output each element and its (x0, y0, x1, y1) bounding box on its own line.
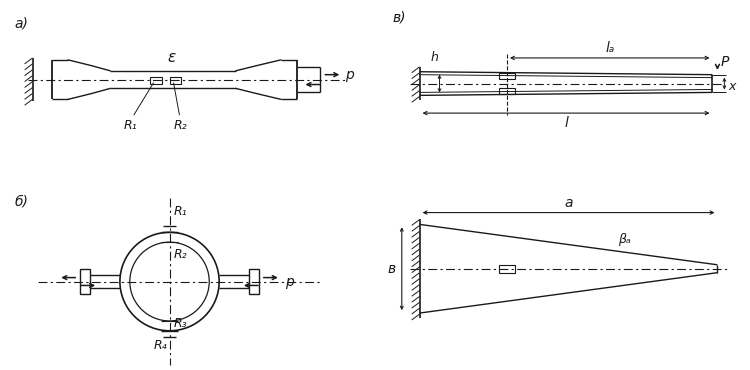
Text: lₐ: lₐ (605, 41, 614, 55)
Text: R₂: R₂ (173, 119, 188, 132)
Bar (150, 77, 161, 84)
Text: R₃: R₃ (173, 317, 188, 330)
Text: βₐ: βₐ (618, 233, 631, 246)
Text: l: l (564, 116, 568, 130)
Text: p: p (345, 68, 354, 82)
Text: x: x (728, 80, 736, 93)
Text: R₁: R₁ (124, 119, 137, 132)
Text: ε: ε (167, 50, 176, 65)
Text: p: p (285, 275, 293, 289)
Text: б): б) (15, 195, 28, 209)
Bar (80, 269, 90, 294)
Text: h: h (430, 51, 439, 64)
Bar (499, 73, 515, 78)
Bar (249, 269, 259, 294)
Text: R₁: R₁ (173, 205, 188, 219)
Text: P: P (721, 55, 729, 69)
Text: a: a (564, 196, 573, 210)
Text: в: в (388, 262, 396, 276)
Text: R₄: R₄ (154, 339, 167, 352)
Bar (499, 88, 515, 94)
Text: в): в) (393, 11, 406, 25)
Bar (170, 77, 182, 84)
Text: a): a) (15, 17, 28, 31)
Text: R₂: R₂ (173, 248, 188, 261)
Bar (499, 265, 515, 273)
